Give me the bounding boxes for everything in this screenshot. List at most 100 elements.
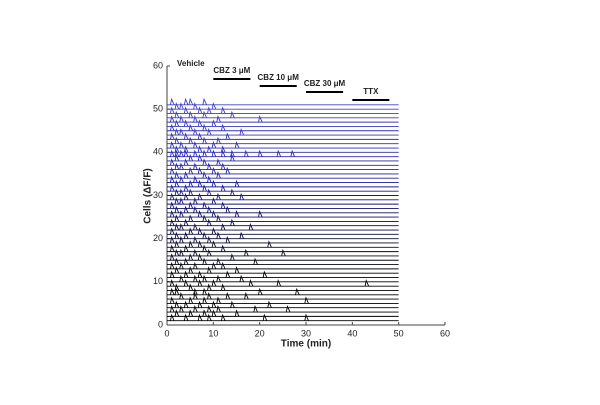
spike — [193, 222, 198, 231]
spike — [174, 128, 180, 136]
spike — [169, 123, 175, 131]
spike — [207, 205, 212, 213]
spike — [174, 197, 180, 205]
spike — [234, 309, 240, 317]
spike — [169, 158, 175, 166]
spike — [197, 192, 203, 201]
spike — [169, 115, 175, 123]
spike — [258, 115, 263, 123]
spike — [220, 261, 226, 270]
y-tick-label: 30 — [153, 190, 163, 200]
spike — [211, 300, 217, 308]
spike — [267, 300, 272, 308]
spike — [183, 132, 189, 140]
spike — [211, 279, 217, 287]
spike — [179, 175, 184, 183]
spike — [202, 184, 207, 192]
spike — [202, 214, 207, 222]
spike — [193, 149, 198, 157]
spike — [169, 296, 175, 304]
spike — [174, 248, 180, 257]
spike — [169, 313, 175, 321]
spike — [193, 292, 198, 300]
spike — [230, 188, 235, 196]
spike — [174, 162, 180, 170]
spike — [188, 296, 194, 304]
spike — [169, 261, 175, 270]
y-tick-label: 50 — [153, 104, 163, 114]
spike — [174, 300, 180, 308]
spike — [193, 140, 198, 149]
spike — [207, 175, 212, 183]
spike — [225, 235, 231, 244]
spike — [220, 145, 226, 153]
spike — [207, 145, 212, 153]
spike — [207, 188, 212, 196]
spike — [202, 123, 207, 131]
spike — [174, 309, 180, 317]
spike — [197, 210, 203, 218]
spike — [248, 279, 254, 287]
spike — [188, 240, 194, 248]
spike — [183, 300, 189, 308]
spike — [179, 197, 184, 205]
spike — [211, 119, 217, 127]
spike — [258, 149, 263, 157]
spike — [220, 313, 226, 321]
spike — [169, 218, 175, 226]
spike — [220, 222, 226, 231]
spike — [197, 166, 203, 175]
spike — [207, 162, 212, 170]
spike — [179, 210, 184, 218]
spike — [188, 97, 194, 106]
spike — [169, 244, 175, 252]
spike — [169, 287, 175, 295]
spike — [197, 279, 203, 287]
spike — [239, 128, 245, 136]
spike — [183, 106, 189, 114]
spike — [183, 270, 189, 278]
spike — [193, 197, 198, 205]
spike — [193, 304, 198, 313]
spike — [225, 166, 231, 175]
spike — [216, 257, 221, 265]
spike — [179, 149, 184, 157]
spike — [174, 222, 180, 231]
spike — [364, 279, 370, 287]
treatment-label: CBZ 30 μM — [304, 79, 346, 88]
spike — [183, 158, 189, 166]
x-tick-label: 60 — [440, 328, 450, 338]
spike — [216, 296, 221, 304]
spike — [234, 266, 240, 274]
spike — [183, 149, 189, 157]
spike — [183, 257, 189, 265]
spike — [281, 248, 286, 257]
spike — [220, 283, 226, 291]
spike — [169, 235, 175, 244]
spike — [234, 179, 240, 188]
spike — [239, 192, 245, 201]
x-axis-label: Time (min) — [281, 339, 331, 350]
spike — [188, 123, 194, 131]
spike — [179, 292, 184, 300]
spike — [169, 166, 175, 175]
treatment-label: CBZ 3 μM — [213, 66, 250, 75]
spike — [174, 287, 180, 295]
spike — [174, 266, 180, 274]
spike — [216, 274, 221, 283]
spike — [174, 149, 180, 157]
spike — [179, 274, 184, 283]
spike — [197, 132, 203, 140]
spike — [207, 292, 212, 300]
spike — [230, 149, 235, 157]
spike — [193, 128, 198, 136]
spike — [193, 162, 198, 170]
spike — [183, 218, 189, 226]
spike — [169, 192, 175, 201]
spike — [169, 201, 175, 209]
spike — [169, 304, 175, 313]
spike — [174, 119, 180, 127]
spike — [169, 184, 175, 192]
x-tick-label: 10 — [208, 328, 218, 338]
spike — [183, 184, 189, 192]
